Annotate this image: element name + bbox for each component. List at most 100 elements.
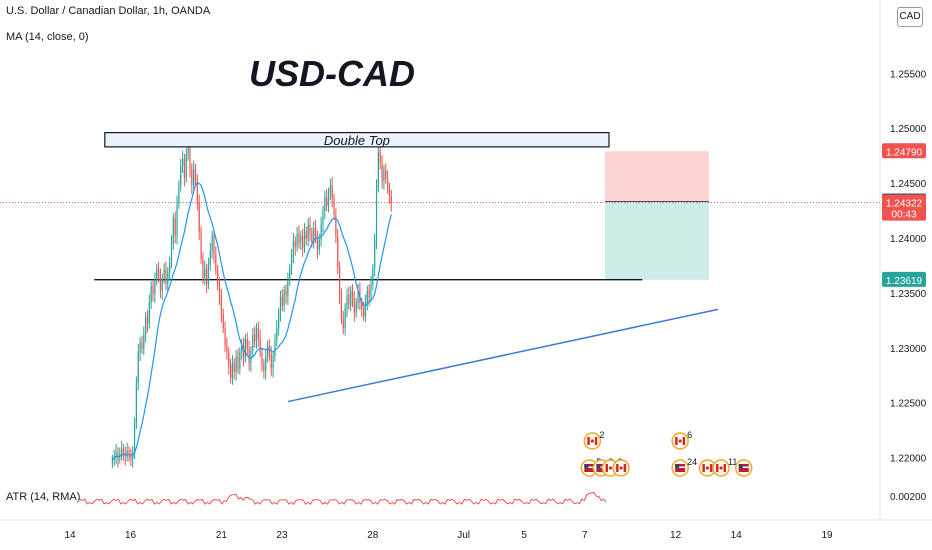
candle-body <box>215 254 217 270</box>
candle-body <box>211 235 213 252</box>
maple-leaf <box>719 466 723 470</box>
candle-body <box>128 450 130 456</box>
flag-canton <box>738 464 743 468</box>
ma-indicator-label: MA (14, close, 0) <box>6 31 89 43</box>
candle-body <box>137 352 139 383</box>
candle-body <box>191 169 193 186</box>
candle-body <box>239 352 241 369</box>
y-tick-label: 1.24000 <box>890 234 927 245</box>
y-tick-label: 1.24500 <box>890 179 927 190</box>
candle-body <box>388 187 391 197</box>
flag-canton <box>675 464 680 468</box>
candle-body <box>263 365 265 371</box>
candle-body <box>161 278 163 291</box>
candle-body <box>327 192 330 207</box>
candle-body <box>169 263 171 273</box>
candle-body <box>368 290 370 298</box>
flag-canton <box>596 464 601 468</box>
price-label-text: 1.24790 <box>886 147 923 158</box>
candle-body <box>362 308 365 316</box>
candle-body <box>139 342 141 353</box>
candle-body <box>257 328 259 338</box>
candle-body <box>322 210 324 225</box>
candle-body <box>329 185 331 193</box>
event-count: 6 <box>687 430 692 440</box>
candle-body <box>335 214 337 237</box>
candle-body <box>333 198 335 215</box>
candle-body <box>174 218 176 236</box>
x-tick-label: 19 <box>821 530 833 541</box>
candle-body <box>141 342 143 349</box>
maple-leaf <box>705 466 709 470</box>
candle-body <box>218 284 221 298</box>
symbol-title: U.S. Dollar / Canadian Dollar, 1h, OANDA <box>6 5 211 17</box>
candle-body <box>233 363 235 372</box>
candle-body <box>381 163 383 181</box>
us-event-icon[interactable]: 24 <box>671 457 697 477</box>
candle-body <box>283 290 285 307</box>
candle-body <box>222 313 224 329</box>
candle-body <box>213 235 215 255</box>
flag-band-right <box>682 437 686 445</box>
ca-event-icon[interactable]: 6 <box>671 430 692 450</box>
candle-body <box>298 233 300 243</box>
candle-body <box>337 236 339 267</box>
candle-body <box>348 295 350 305</box>
candle-body <box>254 334 256 342</box>
candle-body <box>274 340 276 357</box>
candle-body <box>361 302 363 309</box>
candle-body <box>313 228 315 243</box>
candle-body <box>111 459 113 464</box>
candle-body <box>353 299 355 313</box>
ca-event-icon[interactable]: 11 <box>712 457 737 477</box>
us-event-icon[interactable] <box>734 459 753 477</box>
flag-band-left <box>702 464 705 472</box>
price-label-tag <box>882 143 926 159</box>
candle-body <box>207 264 210 285</box>
candle-body <box>224 328 226 346</box>
candle-body <box>351 290 354 300</box>
candle-body <box>344 308 346 329</box>
price-label-tag <box>882 271 926 287</box>
candle-body <box>126 450 128 457</box>
candle-body <box>383 169 385 181</box>
candle-body <box>374 240 376 269</box>
flag-band-left <box>605 464 608 472</box>
ca-event-icon[interactable] <box>612 459 630 477</box>
candle-body <box>346 295 348 309</box>
candle-body <box>302 235 304 248</box>
stop-loss-zone <box>605 151 709 202</box>
candle-body <box>121 448 123 455</box>
candle-body <box>148 302 150 324</box>
ca-event-icon[interactable]: 2 <box>583 430 604 450</box>
maple-leaf <box>608 466 613 470</box>
x-tick-label: 5 <box>521 530 527 541</box>
candle-body <box>189 149 191 170</box>
currency-badge[interactable]: CAD <box>897 7 923 27</box>
candle-body <box>265 357 267 371</box>
candle-body <box>303 231 306 248</box>
double-top-label: Double Top <box>324 133 390 148</box>
candle-body <box>285 290 287 297</box>
candle-body <box>132 454 134 459</box>
candle-body <box>150 286 152 303</box>
x-tick-label: 28 <box>367 530 379 541</box>
candle-body <box>318 240 320 251</box>
x-tick-label: 7 <box>582 530 588 541</box>
candle-body <box>326 197 328 207</box>
flag-band-right <box>623 464 627 472</box>
candle-body <box>390 196 392 203</box>
candle-body <box>183 158 186 178</box>
y-tick-label: 1.23000 <box>890 344 927 355</box>
candle-body <box>311 232 313 243</box>
price-label-text: 1.24322 <box>886 199 923 210</box>
y-tick-label: 1.22500 <box>890 399 927 410</box>
candle-body <box>300 235 302 243</box>
candle-body <box>357 290 359 303</box>
candle-body <box>338 266 341 296</box>
candle-body <box>242 345 245 358</box>
candle-body <box>289 268 291 281</box>
candle-body <box>307 224 309 240</box>
candle-body <box>180 165 182 186</box>
